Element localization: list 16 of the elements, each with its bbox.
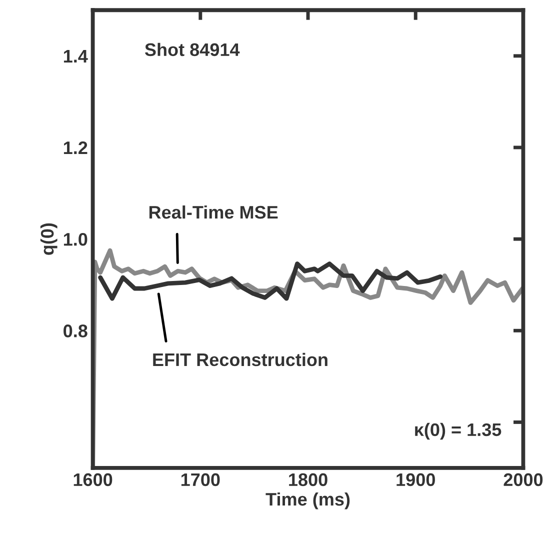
x-axis-title: Time (ms) [266,492,350,510]
y-tick-label: 0.8 [64,324,88,338]
y-tick-label: 1.4 [64,50,88,62]
x-tick-label: 2000 [504,473,543,486]
y-tick-label: 1.2 [64,141,88,154]
annotation: Real-Time MSE [149,205,278,219]
x-tick-label: 1800 [289,473,328,486]
line-series [98,262,443,301]
x-tick-label: 1900 [396,473,435,486]
annotation: Shot 84914 [144,42,240,56]
y-axis-title: q(0) [40,223,58,255]
annotation: κ(0) = 1.35 [415,422,502,440]
x-tick-label: 1600 [74,473,112,486]
x-tick-label: 1700 [181,473,220,486]
annotation: EFIT Reconstruction [153,352,328,366]
y-tick-label: 1.0 [64,232,88,246]
